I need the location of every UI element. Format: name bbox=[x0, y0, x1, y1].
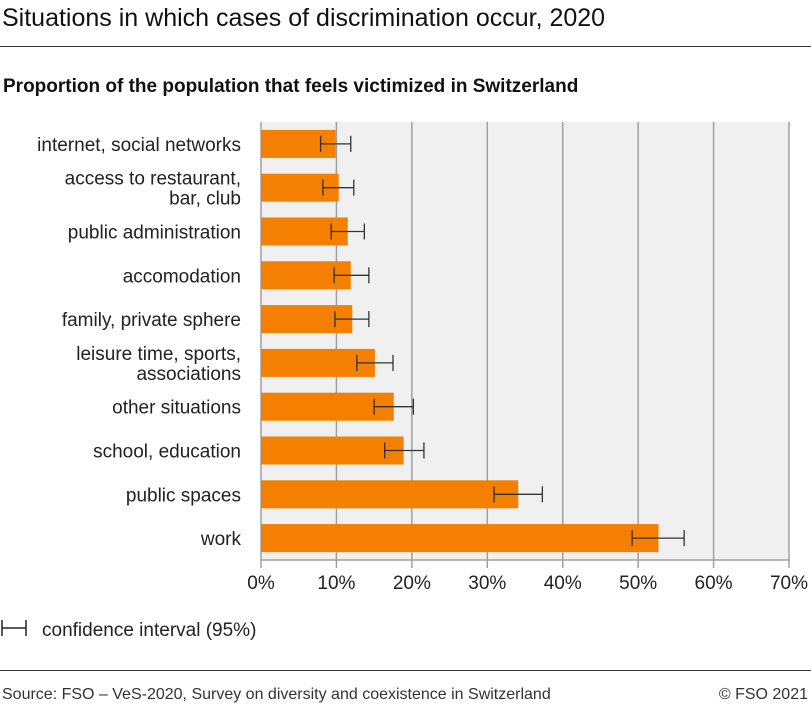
x-tick-label: 30% bbox=[468, 573, 506, 594]
error-bar bbox=[322, 179, 355, 196]
x-tick-label: 10% bbox=[317, 573, 355, 594]
x-tick-label: 40% bbox=[544, 573, 582, 594]
title-divider bbox=[0, 46, 811, 47]
bar bbox=[261, 480, 519, 509]
source-note: Source: FSO – VeS-2020, Survey on divers… bbox=[2, 686, 551, 703]
category-label: accomodation bbox=[123, 266, 241, 287]
category-label: access to restaurant, bar, club bbox=[65, 169, 241, 210]
category-label: internet, social networks bbox=[37, 135, 241, 156]
error-bar bbox=[319, 135, 352, 152]
category-label: family, private sphere bbox=[62, 310, 241, 331]
x-tick-label: 70% bbox=[770, 573, 808, 594]
bar bbox=[261, 524, 659, 553]
category-label: public administration bbox=[68, 223, 241, 244]
bar bbox=[261, 392, 394, 421]
confidence-interval-icon bbox=[1, 620, 27, 636]
x-tick-label: 60% bbox=[695, 573, 733, 594]
x-tick-label: 0% bbox=[247, 573, 275, 594]
category-label: work bbox=[200, 529, 242, 550]
error-bar bbox=[384, 442, 425, 459]
error-bar bbox=[334, 311, 370, 328]
error-bar bbox=[373, 398, 415, 415]
x-tick-label: 20% bbox=[393, 573, 431, 594]
bar bbox=[261, 436, 404, 465]
chart-title: Situations in which cases of discriminat… bbox=[2, 4, 606, 32]
error-bar bbox=[330, 223, 365, 240]
category-label: school, education bbox=[93, 442, 241, 463]
copyright: © FSO 2021 bbox=[718, 686, 808, 703]
error-bar bbox=[333, 267, 370, 284]
chart-subtitle: Proportion of the population that feels … bbox=[3, 76, 579, 97]
bar bbox=[261, 348, 375, 377]
category-label: leisure time, sports, associations bbox=[76, 344, 241, 385]
footer-divider bbox=[0, 670, 811, 671]
category-label: other situations bbox=[112, 398, 241, 419]
category-label: public spaces bbox=[126, 485, 241, 506]
x-tick-label: 50% bbox=[619, 573, 657, 594]
legend-label: confidence interval (95%) bbox=[42, 620, 257, 641]
error-bar bbox=[631, 530, 685, 547]
error-bar bbox=[356, 354, 394, 371]
error-bar bbox=[493, 486, 543, 503]
